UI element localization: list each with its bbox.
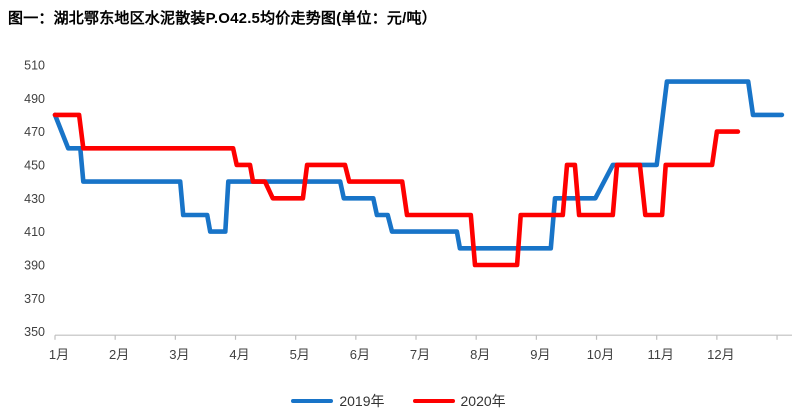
x-axis-month-label: 4月 <box>229 347 249 362</box>
y-axis-tick-label: 410 <box>24 225 45 239</box>
x-axis-month-label: 5月 <box>290 347 310 362</box>
y-axis-tick-label: 350 <box>24 325 45 339</box>
legend-item-2019: 2019年 <box>291 391 385 411</box>
x-axis-month-label: 8月 <box>470 347 490 362</box>
legend-swatch-2019 <box>291 399 334 403</box>
x-axis-month-label: 10月 <box>587 347 614 362</box>
y-axis-tick-label: 370 <box>24 292 45 306</box>
x-axis-month-label: 6月 <box>350 347 370 362</box>
chart-legend: 2019年 2020年 <box>0 391 797 411</box>
chart-title: 图一：湖北鄂东地区水泥散装P.O42.5均价走势图(单位：元/吨） <box>8 10 437 27</box>
x-axis-month-label: 11月 <box>647 347 674 362</box>
x-axis-month-label: 2月 <box>109 347 129 362</box>
y-axis-tick-label: 490 <box>24 92 45 106</box>
x-axis-month-label: 1月 <box>49 347 69 362</box>
y-axis-tick-label: 470 <box>24 125 45 139</box>
x-axis-month-label: 12月 <box>707 347 734 362</box>
legend-label-2020: 2020年 <box>460 393 506 409</box>
y-axis-tick-label: 430 <box>24 192 45 206</box>
series-line-2020年 <box>52 112 741 268</box>
y-axis-tick-label: 510 <box>24 58 45 72</box>
legend-item-2020: 2020年 <box>412 391 506 411</box>
legend-label-2019: 2019年 <box>339 393 385 409</box>
y-axis-tick-label: 390 <box>24 259 45 273</box>
x-axis-month-label: 7月 <box>410 347 430 362</box>
legend-swatch-2020 <box>412 399 455 403</box>
y-axis-tick-label: 450 <box>24 158 45 172</box>
x-axis-month-label: 9月 <box>530 347 550 362</box>
x-axis-month-label: 3月 <box>169 347 189 362</box>
